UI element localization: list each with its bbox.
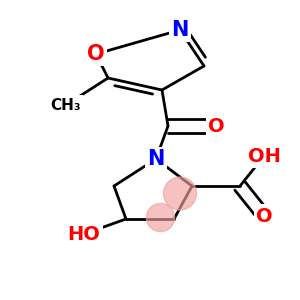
Text: N: N [171, 20, 189, 40]
Text: N: N [147, 149, 165, 169]
Text: OH: OH [248, 146, 280, 166]
Text: O: O [256, 206, 272, 226]
Text: O: O [208, 116, 224, 136]
Circle shape [146, 203, 175, 232]
Text: HO: HO [68, 224, 100, 244]
Text: O: O [87, 44, 105, 64]
Text: CH₃: CH₃ [51, 98, 81, 112]
Circle shape [164, 177, 196, 210]
